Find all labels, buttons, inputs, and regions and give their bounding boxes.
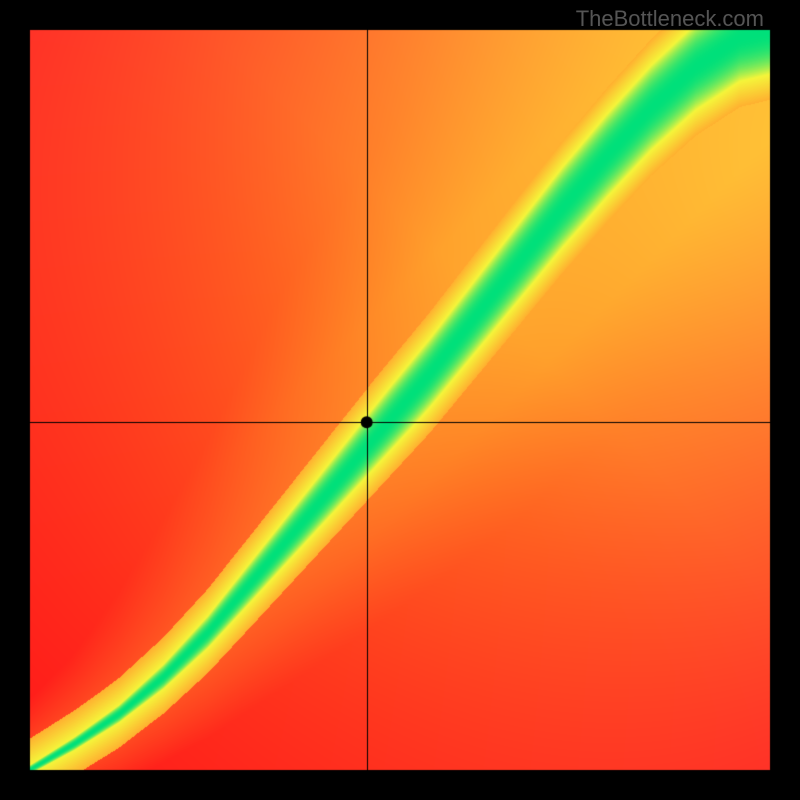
bottleneck-heatmap (0, 0, 800, 800)
chart-container: TheBottleneck.com (0, 0, 800, 800)
source-watermark: TheBottleneck.com (576, 6, 764, 32)
